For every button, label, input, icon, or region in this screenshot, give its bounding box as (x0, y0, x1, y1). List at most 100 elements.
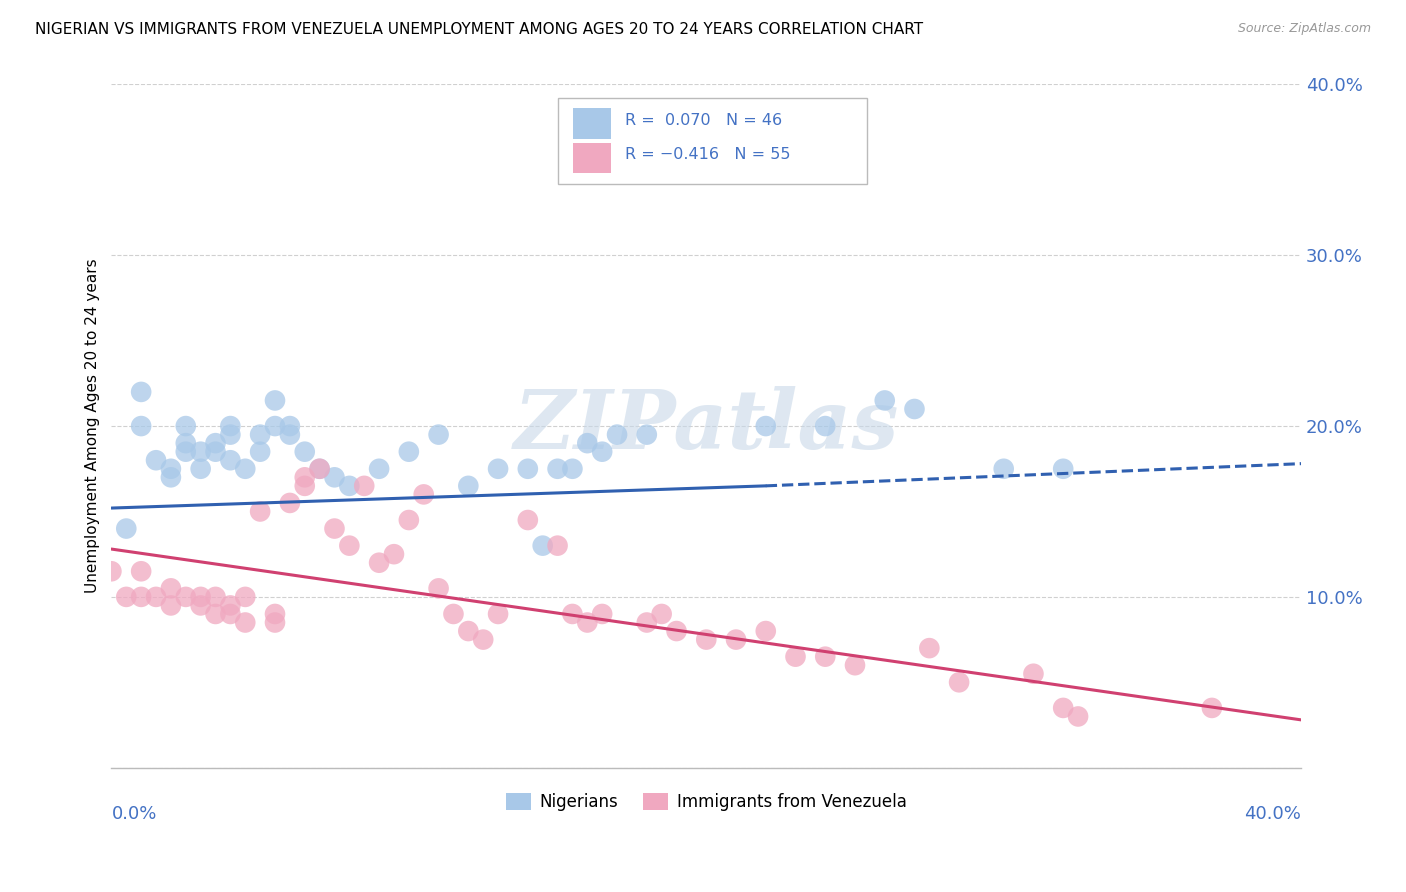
Point (457, 624, 479, 638)
Text: NIGERIAN VS IMMIGRANTS FROM VENEZUELA UNEMPLOYMENT AMONG AGES 20 TO 24 YEARS COR: NIGERIAN VS IMMIGRANTS FROM VENEZUELA UN… (35, 22, 924, 37)
Point (412, 487, 434, 501)
Point (547, 462, 569, 476)
Point (264, 393, 287, 408)
Y-axis label: Unemployment Among Ages 20 to 24 years: Unemployment Among Ages 20 to 24 years (86, 259, 100, 593)
Point (100, 564, 122, 578)
Point (724, 632, 747, 647)
Point (233, 590, 256, 604)
Point (129, 564, 152, 578)
Point (547, 539, 569, 553)
Point (129, 590, 152, 604)
Point (636, 615, 658, 630)
Point (1067, 709, 1090, 723)
Point (427, 427, 450, 442)
Point (264, 615, 287, 630)
Point (190, 444, 212, 458)
Point (323, 522, 346, 536)
Point (174, 444, 197, 458)
Point (160, 582, 183, 596)
Point (278, 496, 301, 510)
Point (115, 522, 138, 536)
Point (561, 607, 583, 621)
Point (561, 462, 583, 476)
Point (219, 427, 242, 442)
Point (129, 419, 152, 434)
Point (160, 599, 183, 613)
Point (443, 607, 465, 621)
Point (472, 632, 495, 647)
Point (323, 470, 346, 484)
Point (294, 470, 316, 484)
Point (606, 427, 628, 442)
Point (145, 453, 167, 467)
Point (1022, 666, 1045, 681)
Point (1052, 701, 1074, 715)
Point (278, 419, 301, 434)
Point (755, 419, 778, 434)
Point (174, 419, 197, 434)
Point (398, 444, 420, 458)
Point (190, 590, 212, 604)
Point (145, 590, 167, 604)
Point (249, 504, 271, 518)
Point (576, 436, 599, 450)
Point (204, 590, 226, 604)
FancyBboxPatch shape (574, 143, 612, 173)
Point (264, 419, 287, 434)
Point (174, 590, 197, 604)
Point (174, 436, 197, 450)
Text: Source: ZipAtlas.com: Source: ZipAtlas.com (1237, 22, 1371, 36)
Point (918, 641, 941, 656)
Point (294, 444, 316, 458)
Text: ZIPatlas: ZIPatlas (513, 386, 898, 467)
Point (486, 462, 509, 476)
Point (190, 462, 212, 476)
Point (160, 462, 183, 476)
Point (398, 513, 420, 527)
Point (219, 453, 242, 467)
Point (814, 649, 837, 664)
Point (948, 675, 970, 690)
Point (219, 599, 242, 613)
Legend: Nigerians, Immigrants from Venezuela: Nigerians, Immigrants from Venezuela (499, 786, 912, 817)
Point (308, 462, 330, 476)
Point (755, 624, 778, 638)
Point (353, 479, 375, 493)
Point (219, 607, 242, 621)
Point (204, 436, 226, 450)
Point (308, 462, 330, 476)
Point (204, 444, 226, 458)
Point (993, 462, 1015, 476)
Point (264, 607, 287, 621)
Point (636, 427, 658, 442)
Point (516, 462, 538, 476)
Point (204, 607, 226, 621)
Point (115, 590, 138, 604)
Point (814, 419, 837, 434)
Point (873, 393, 896, 408)
Point (591, 607, 613, 621)
Point (249, 427, 271, 442)
FancyBboxPatch shape (558, 98, 868, 184)
Point (219, 419, 242, 434)
Point (576, 615, 599, 630)
Text: R =  0.070   N = 46: R = 0.070 N = 46 (626, 113, 783, 128)
Point (190, 599, 212, 613)
FancyBboxPatch shape (574, 108, 612, 139)
Point (382, 547, 405, 561)
Point (368, 556, 391, 570)
Point (457, 479, 479, 493)
Point (249, 444, 271, 458)
Point (903, 402, 925, 417)
Text: 40.0%: 40.0% (1244, 805, 1301, 823)
Point (695, 632, 717, 647)
Point (531, 539, 554, 553)
Point (368, 462, 391, 476)
Point (1201, 701, 1223, 715)
Point (486, 607, 509, 621)
Point (233, 462, 256, 476)
Point (129, 384, 152, 399)
Point (651, 607, 673, 621)
Point (1052, 462, 1074, 476)
Point (591, 444, 613, 458)
